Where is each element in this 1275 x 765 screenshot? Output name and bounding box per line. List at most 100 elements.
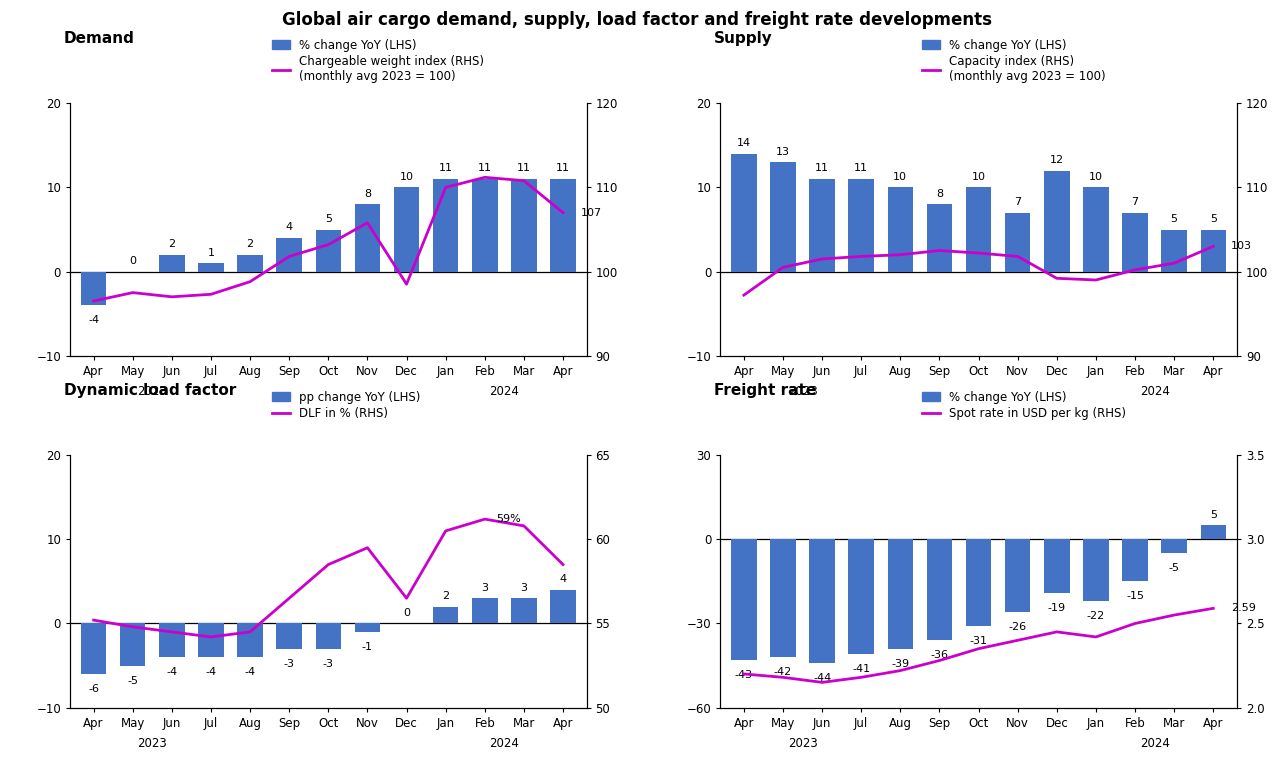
Text: 2024: 2024 <box>1140 385 1169 398</box>
Text: -22: -22 <box>1086 611 1105 621</box>
Text: 2: 2 <box>246 239 254 249</box>
Text: 2.59: 2.59 <box>1230 604 1256 614</box>
Text: 2024: 2024 <box>490 737 519 750</box>
Bar <box>770 162 796 272</box>
Bar <box>354 204 380 272</box>
Text: Demand: Demand <box>64 31 135 46</box>
Text: -42: -42 <box>774 667 792 677</box>
Text: 5: 5 <box>1170 214 1178 224</box>
Bar <box>198 623 223 657</box>
Legend: % change YoY (LHS), Spot rate in USD per kg (RHS): % change YoY (LHS), Spot rate in USD per… <box>918 386 1131 425</box>
Bar <box>198 263 223 272</box>
Text: -4: -4 <box>166 667 177 677</box>
Bar <box>1201 230 1227 272</box>
Bar <box>551 179 576 272</box>
Bar <box>887 539 913 649</box>
Text: 3: 3 <box>520 583 528 593</box>
Text: -43: -43 <box>734 670 754 680</box>
Bar <box>966 187 991 272</box>
Text: 107: 107 <box>580 207 602 218</box>
Text: 7: 7 <box>1131 197 1139 207</box>
Bar <box>731 154 756 272</box>
Bar <box>848 179 873 272</box>
Bar <box>394 187 419 272</box>
Text: -5: -5 <box>128 675 138 685</box>
Text: -1: -1 <box>362 642 372 652</box>
Text: 5: 5 <box>1210 509 1216 519</box>
Bar <box>159 255 185 272</box>
Text: -4: -4 <box>88 315 99 325</box>
Text: 10: 10 <box>894 172 908 182</box>
Bar <box>434 607 459 623</box>
Text: -19: -19 <box>1048 603 1066 613</box>
Text: 103: 103 <box>1230 241 1252 252</box>
Bar <box>354 623 380 632</box>
Legend: % change YoY (LHS), Capacity index (RHS)
(monthly avg 2023 = 100): % change YoY (LHS), Capacity index (RHS)… <box>918 34 1111 88</box>
Text: 8: 8 <box>936 189 944 199</box>
Legend: pp change YoY (LHS), DLF in % (RHS): pp change YoY (LHS), DLF in % (RHS) <box>268 386 426 425</box>
Text: 14: 14 <box>737 138 751 148</box>
Bar <box>927 539 952 640</box>
Bar <box>1122 539 1148 581</box>
Bar <box>159 623 185 657</box>
Bar <box>966 539 991 627</box>
Bar <box>1162 539 1187 553</box>
Text: 4: 4 <box>560 575 566 584</box>
Bar <box>731 539 756 660</box>
Bar <box>120 623 145 666</box>
Text: 11: 11 <box>516 164 530 174</box>
Text: -4: -4 <box>205 667 217 677</box>
Bar <box>472 179 497 272</box>
Text: -4: -4 <box>245 667 255 677</box>
Bar <box>316 230 340 272</box>
Bar <box>927 204 952 272</box>
Text: 2: 2 <box>168 239 176 249</box>
Text: -3: -3 <box>323 659 334 669</box>
Text: -44: -44 <box>813 672 831 682</box>
Text: 3: 3 <box>481 583 488 593</box>
Text: 10: 10 <box>399 172 413 182</box>
Bar <box>848 539 873 654</box>
Text: 5: 5 <box>1210 214 1216 224</box>
Text: 11: 11 <box>854 164 868 174</box>
Bar <box>237 255 263 272</box>
Text: 2: 2 <box>442 591 449 601</box>
Text: Global air cargo demand, supply, load factor and freight rate developments: Global air cargo demand, supply, load fa… <box>283 11 992 30</box>
Bar <box>511 179 537 272</box>
Bar <box>1084 187 1109 272</box>
Text: 0: 0 <box>129 256 136 266</box>
Text: 11: 11 <box>478 164 492 174</box>
Text: 2024: 2024 <box>490 385 519 398</box>
Text: Supply: Supply <box>714 31 773 46</box>
Text: 2023: 2023 <box>788 737 817 750</box>
Bar <box>1201 526 1227 539</box>
Bar <box>810 539 835 662</box>
Bar <box>80 623 106 674</box>
Legend: % change YoY (LHS), Chargeable weight index (RHS)
(monthly avg 2023 = 100): % change YoY (LHS), Chargeable weight in… <box>268 34 488 88</box>
Text: 10: 10 <box>972 172 986 182</box>
Text: -6: -6 <box>88 684 99 694</box>
Bar <box>1005 539 1030 612</box>
Text: 2023: 2023 <box>138 737 167 750</box>
Bar <box>887 187 913 272</box>
Bar <box>472 598 497 623</box>
Bar <box>511 598 537 623</box>
Bar <box>316 623 340 649</box>
Text: 11: 11 <box>556 164 570 174</box>
Bar <box>1162 230 1187 272</box>
Text: 7: 7 <box>1014 197 1021 207</box>
Bar <box>1044 539 1070 593</box>
Text: 11: 11 <box>815 164 829 174</box>
Bar <box>277 238 302 272</box>
Bar <box>770 539 796 657</box>
Bar <box>80 272 106 305</box>
Bar <box>810 179 835 272</box>
Text: -26: -26 <box>1009 622 1026 632</box>
Text: -31: -31 <box>969 636 988 646</box>
Bar <box>1084 539 1109 601</box>
Text: 4: 4 <box>286 223 293 233</box>
Text: 8: 8 <box>363 189 371 199</box>
Text: 2023: 2023 <box>138 385 167 398</box>
Text: 5: 5 <box>325 214 332 224</box>
Text: 59%: 59% <box>496 514 521 524</box>
